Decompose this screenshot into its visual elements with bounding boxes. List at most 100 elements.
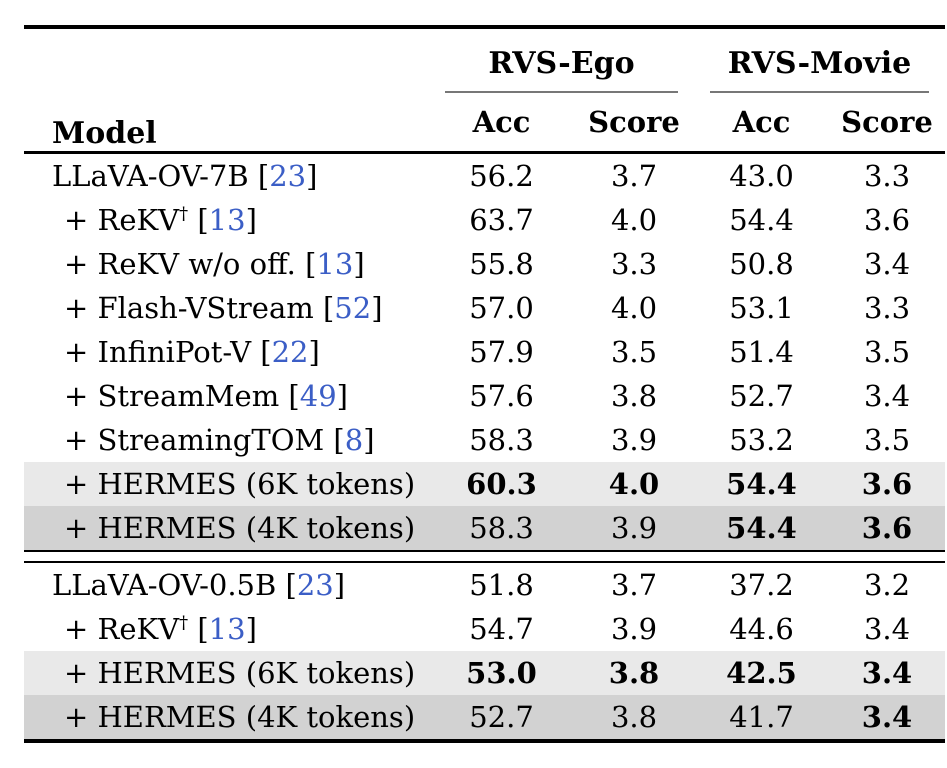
value-cell: 54.4	[726, 510, 797, 545]
model-name: + Flash-VStream	[64, 290, 314, 325]
value-cell: 4.0	[608, 466, 660, 501]
value-cell: 3.9	[610, 510, 658, 545]
value-cell: 63.7	[469, 202, 534, 237]
value-cell: 41.7	[729, 699, 794, 734]
citation-link[interactable]: 13	[208, 611, 246, 646]
model-label-cell: + Flash-VStream [52]	[24, 286, 429, 330]
dagger-mark: †	[179, 611, 189, 633]
block-separator-rule	[24, 549, 945, 563]
value-cell: 3.6	[861, 466, 913, 501]
value-cell: 44.6	[729, 611, 794, 646]
table-row: + ReKV† [13] 63.7 4.0 54.4 3.6	[24, 198, 945, 242]
table-row: + HERMES (6K tokens) 60.3 4.0 54.4 3.6	[24, 461, 945, 506]
value-cell: 3.2	[863, 567, 911, 602]
citation-link[interactable]: 23	[269, 158, 307, 193]
model-label-cell: + HERMES (6K tokens)	[24, 651, 429, 695]
value-cell: 43.0	[729, 158, 794, 193]
model-name: LLaVA-OV-0.5B	[52, 567, 277, 602]
header-group-row: Model RVS-Ego RVS-Movie	[24, 27, 945, 154]
value-cell: 52.7	[469, 699, 534, 734]
value-cell: 52.7	[729, 378, 794, 413]
citation-bracket: [23]	[248, 158, 318, 193]
table-body: LLaVA-OV-7B [23] 56.2 3.7 43.0 3.3 + ReKV† [1…	[24, 152, 945, 741]
table-row: + HERMES (6K tokens) 53.0 3.8 42.5 3.4	[24, 650, 945, 695]
citation-link[interactable]: 52	[334, 290, 372, 325]
value-cell: 3.5	[863, 334, 911, 369]
value-cell: 60.3	[466, 466, 537, 501]
value-cell: 37.2	[729, 567, 794, 602]
column-header-ego-acc: Acc	[429, 92, 574, 154]
citation-link[interactable]: 22	[271, 334, 309, 369]
value-cell: 3.5	[863, 422, 911, 457]
model-name: + HERMES (6K tokens)	[64, 466, 416, 501]
value-cell: 3.3	[863, 290, 911, 325]
table-row: + HERMES (4K tokens) 58.3 3.9 54.4 3.6	[24, 505, 945, 551]
model-name: + ReKV	[64, 611, 180, 646]
value-cell: 3.4	[863, 378, 911, 413]
value-cell: 54.4	[726, 466, 797, 501]
value-cell: 51.8	[469, 567, 534, 602]
column-header-ego-score: Score	[574, 92, 694, 154]
citation-link[interactable]: 13	[208, 202, 246, 237]
value-cell: 57.6	[469, 378, 534, 413]
model-name: + StreamMem	[64, 378, 280, 413]
value-cell: 56.2	[469, 158, 534, 193]
citation-link[interactable]: 23	[296, 567, 334, 602]
table-row: + ReKV† [13] 54.7 3.9 44.6 3.4	[24, 607, 945, 651]
citation-bracket: [13]	[188, 202, 257, 237]
value-cell: 3.4	[863, 246, 911, 281]
model-name: + InfiniPot-V	[64, 334, 252, 369]
model-label-cell: + ReKV† [13]	[24, 198, 429, 242]
value-cell: 51.4	[729, 334, 794, 369]
value-cell: 3.9	[610, 611, 658, 646]
citation-bracket: [23]	[276, 567, 346, 602]
citation-bracket: [13]	[188, 611, 257, 646]
citation-bracket: [49]	[279, 378, 348, 413]
header-sub-row: Acc Score Acc Score	[24, 92, 945, 154]
value-cell: 3.6	[863, 202, 911, 237]
model-label-cell: + StreamingTOM [8]	[24, 418, 429, 462]
model-label-cell: LLaVA-OV-7B [23]	[24, 152, 429, 198]
table-header: Model RVS-Ego RVS-Movie Acc Score Acc Sc…	[24, 27, 945, 154]
value-cell: 50.8	[729, 246, 794, 281]
table-row: + StreamingTOM [8] 58.3 3.9 53.2 3.5	[24, 418, 945, 462]
value-cell: 55.8	[469, 246, 534, 281]
column-group-rvs-movie: RVS-Movie	[694, 27, 945, 93]
citation-bracket: [22]	[251, 334, 320, 369]
citation-bracket: [8]	[324, 422, 375, 457]
model-name: LLaVA-OV-7B	[52, 158, 249, 193]
table-row: LLaVA-OV-0.5B [23] 51.8 3.7 37.2 3.2	[24, 562, 945, 607]
model-name: + HERMES (4K tokens)	[64, 699, 416, 734]
table-row: + HERMES (4K tokens) 52.7 3.8 41.7 3.4	[24, 694, 945, 741]
model-label-cell: + ReKV w/o off. [13]	[24, 242, 429, 286]
column-group-rvs-ego-label: RVS-Ego	[445, 45, 678, 93]
value-cell: 57.9	[469, 334, 534, 369]
column-header-movie-acc: Acc	[694, 92, 829, 154]
model-label-cell: + HERMES (4K tokens)	[24, 695, 429, 741]
model-name: + HERMES (4K tokens)	[64, 510, 416, 545]
model-label-cell: + InfiniPot-V [22]	[24, 330, 429, 374]
value-cell: 3.6	[861, 510, 913, 545]
value-cell: 3.8	[610, 378, 658, 413]
value-cell: 57.0	[469, 290, 534, 325]
column-group-rvs-ego: RVS-Ego	[429, 27, 694, 93]
value-cell: 3.3	[863, 158, 911, 193]
table-row: + StreamMem [49] 57.6 3.8 52.7 3.4	[24, 374, 945, 418]
value-cell: 3.4	[863, 611, 911, 646]
citation-link[interactable]: 8	[344, 422, 364, 457]
citation-link[interactable]: 13	[316, 246, 354, 281]
model-label-cell: + ReKV† [13]	[24, 607, 429, 651]
citation-bracket: [13]	[295, 246, 365, 281]
model-label-cell: + HERMES (4K tokens)	[24, 506, 429, 551]
value-cell: 3.7	[610, 567, 658, 602]
model-label-cell: + StreamMem [49]	[24, 374, 429, 418]
value-cell: 58.3	[469, 510, 534, 545]
value-cell: 3.8	[608, 655, 660, 690]
citation-link[interactable]: 49	[299, 378, 337, 413]
column-group-rvs-movie-label: RVS-Movie	[710, 45, 929, 93]
value-cell: 3.7	[610, 158, 658, 193]
value-cell: 53.0	[466, 655, 537, 690]
table-figure: Model RVS-Ego RVS-Movie Acc Score Acc Sc…	[24, 0, 945, 743]
value-cell: 3.4	[861, 655, 913, 690]
model-label-cell: LLaVA-OV-0.5B [23]	[24, 562, 429, 607]
